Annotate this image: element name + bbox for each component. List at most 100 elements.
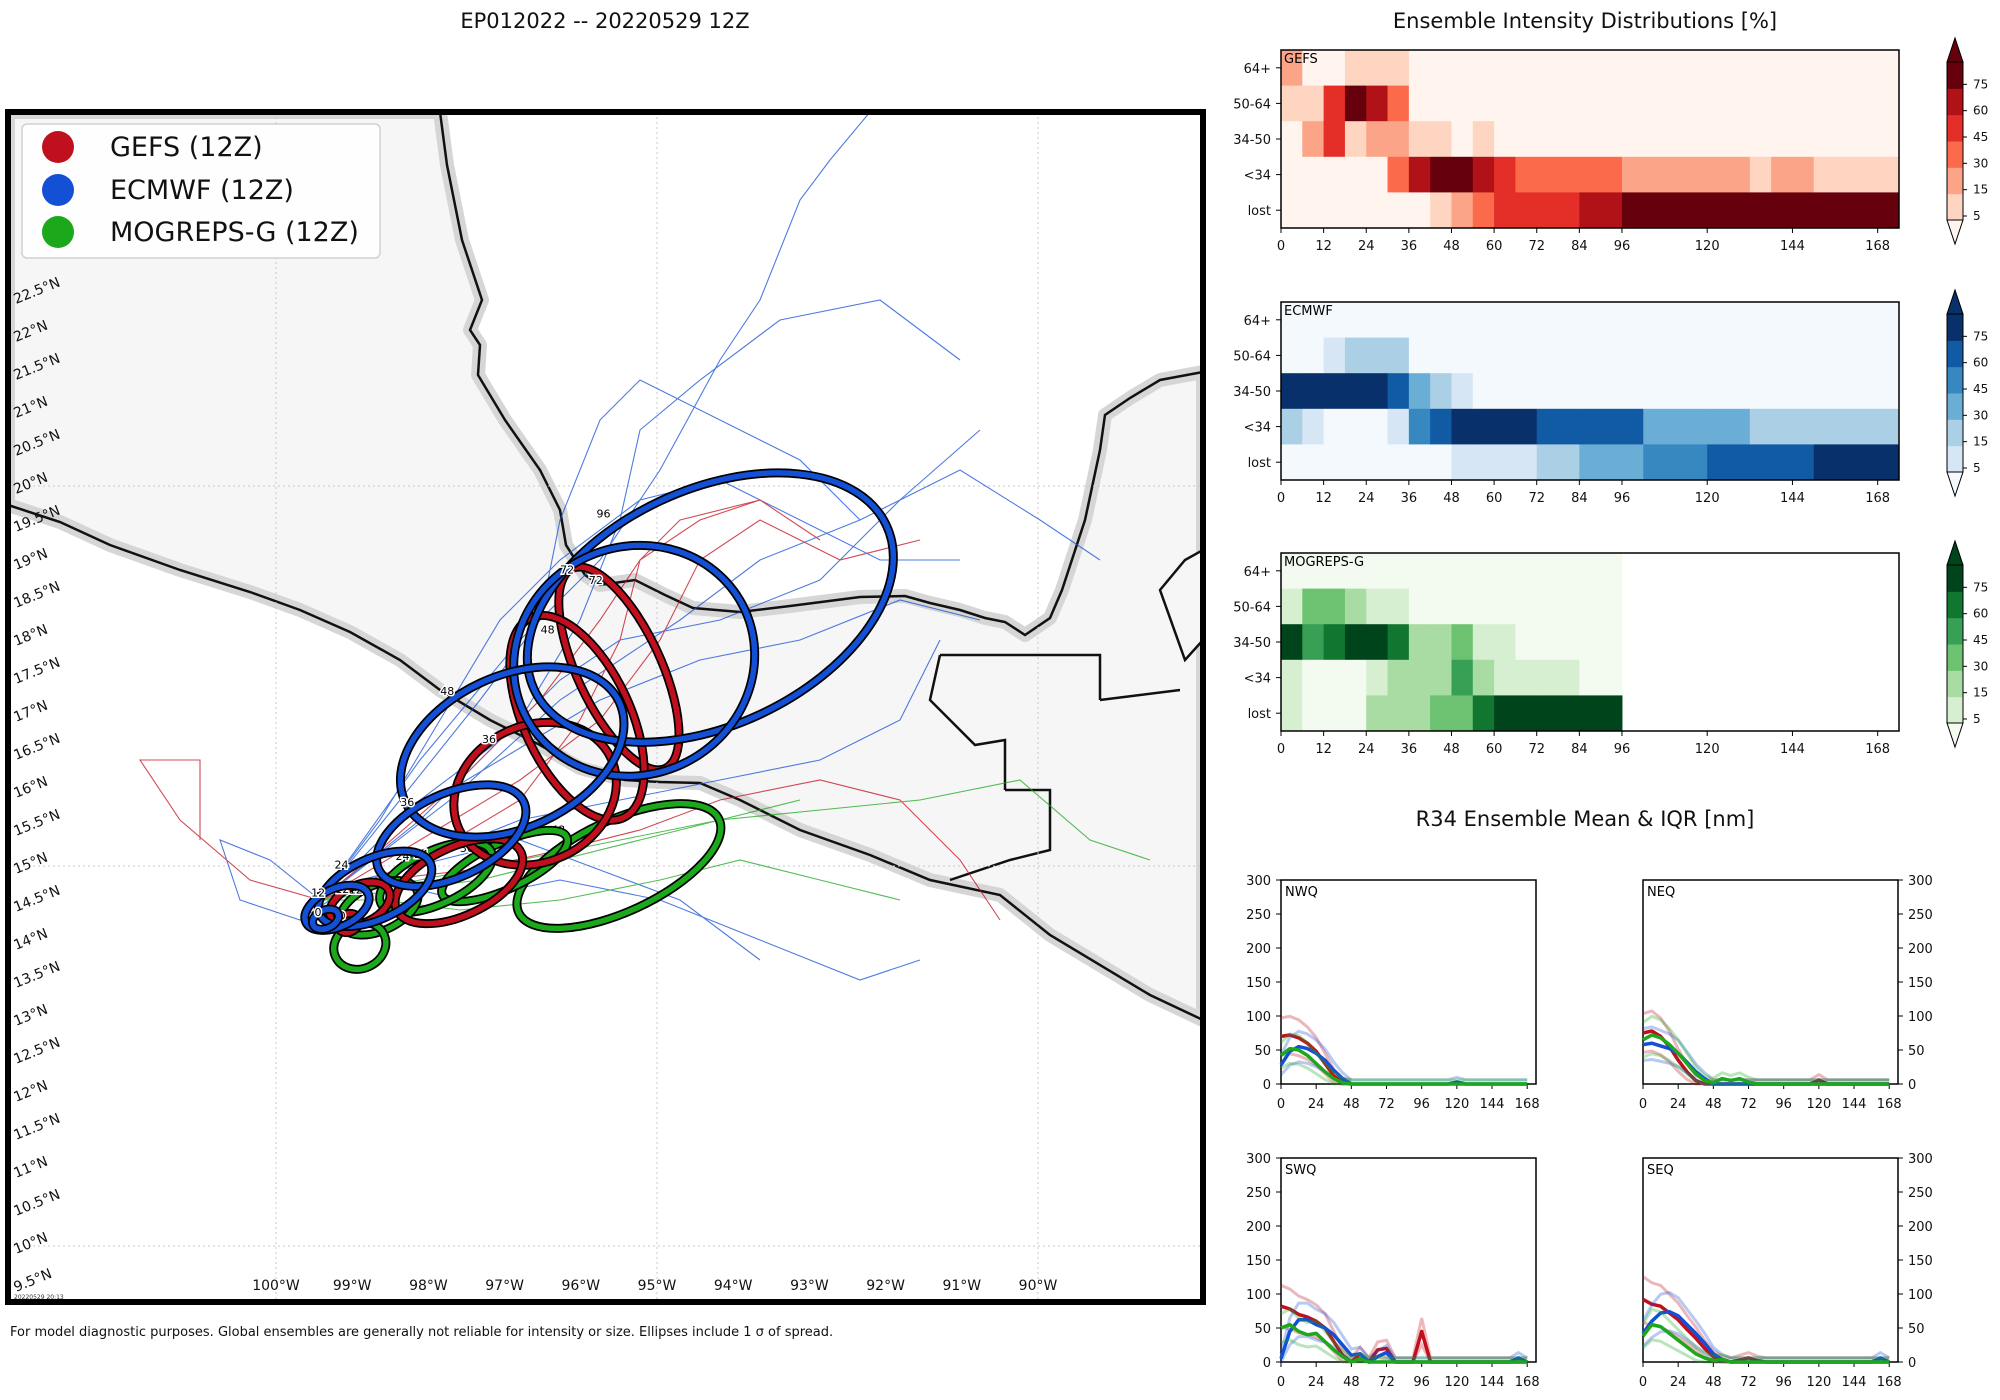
colorbar-frame xyxy=(1946,61,1964,221)
heatmap-row-label: <34 xyxy=(1244,421,1271,436)
r34-iqr-upper xyxy=(1280,1284,1528,1361)
colorbar-segment xyxy=(1947,88,1963,116)
r34-ytick-label: 150 xyxy=(1246,1254,1271,1269)
heatmap-cell xyxy=(1472,50,1495,87)
heatmap-cell xyxy=(1536,408,1580,445)
heatmap-cell xyxy=(1621,156,1751,193)
heatmap-cell xyxy=(1302,50,1325,87)
r34-quadrant-label: SWQ xyxy=(1285,1163,1316,1178)
r34-title: R34 Ensemble Mean & IQR [nm] xyxy=(1416,807,1755,831)
r34-xtick-label: 144 xyxy=(1842,1375,1867,1390)
heatmap-cell xyxy=(1281,553,1303,590)
heatmap-cell xyxy=(1643,444,1708,481)
r34-xtick-label: 0 xyxy=(1277,1097,1285,1112)
colorbar-segment xyxy=(1947,62,1963,89)
heatmap-cell xyxy=(1408,192,1431,229)
heatmap-cell xyxy=(1813,50,1900,87)
heatmap-cell xyxy=(1430,337,1452,374)
heatmap-cell xyxy=(1515,156,1580,193)
heatmap-xtick-label: 0 xyxy=(1277,491,1285,506)
heatmap-cell xyxy=(1494,156,1516,193)
heatmap-cell xyxy=(1366,624,1389,661)
colorbar-tick-label: 45 xyxy=(1973,130,1988,144)
lon-tick-label: 92°W xyxy=(866,1278,905,1294)
colorbar-tick-label: 30 xyxy=(1973,408,1988,422)
r34-xtick-label: 96 xyxy=(1413,1375,1430,1390)
heatmap-xtick-label: 60 xyxy=(1486,491,1503,506)
heatmap-cell xyxy=(1621,192,1751,229)
r34-xtick-label: 24 xyxy=(1308,1375,1325,1390)
colorbar-tick-label: 75 xyxy=(1973,580,1988,594)
ellipse-fill xyxy=(507,612,647,823)
ellipse-tau-label: 72 xyxy=(589,574,603,587)
heatmap-cell xyxy=(1579,121,1623,158)
heatmap-cell xyxy=(1749,302,1815,339)
heatmap-cell xyxy=(1472,624,1495,661)
heatmap-cell xyxy=(1451,121,1474,158)
heatmap-cell xyxy=(1408,121,1431,158)
colorbar-segment xyxy=(1947,314,1963,341)
heatmap-xtick-label: 0 xyxy=(1277,239,1285,254)
spread-ellipse: 72 xyxy=(509,540,760,781)
heatmap-xtick-label: 72 xyxy=(1528,491,1545,506)
r34-xtick-label: 144 xyxy=(1480,1097,1505,1112)
heatmap-cell xyxy=(1472,337,1538,374)
r34-xtick-label: 72 xyxy=(1378,1097,1395,1112)
r34-mean-line xyxy=(1642,1033,1890,1086)
ellipse-fill xyxy=(524,470,897,746)
heatmap-cell xyxy=(1366,588,1389,625)
heatmap-cell xyxy=(1281,121,1303,158)
heatmap-xtick-label: 120 xyxy=(1695,239,1720,254)
colorbar-segment xyxy=(1947,114,1963,142)
heatmap-cell xyxy=(1408,695,1431,732)
colorbar-segment xyxy=(1947,340,1963,368)
r34-iqr-upper xyxy=(1280,1307,1528,1360)
r34-plot-area xyxy=(1280,879,1537,1085)
r34-xtick-label: 96 xyxy=(1413,1097,1430,1112)
spread-ellipse: 0 xyxy=(308,904,344,934)
r34-xtick-label: 24 xyxy=(1670,1375,1687,1390)
heatmap-cell xyxy=(1281,624,1303,661)
r34-mean-line xyxy=(1279,1046,1528,1086)
r34-ytick-label: 300 xyxy=(1246,1152,1271,1167)
r34-ytick-label: 200 xyxy=(1908,942,1933,957)
r34-ytick-label: 0 xyxy=(1908,1356,1916,1371)
heatmap-cell xyxy=(1579,659,1623,696)
r34-iqr-lower xyxy=(1641,1338,1890,1364)
heatmap-row-label: 50-64 xyxy=(1233,97,1271,112)
ellipse-tau-label: 0 xyxy=(314,906,321,919)
r34-xtick-label: 96 xyxy=(1775,1097,1792,1112)
ellipse-tau-label: 24 xyxy=(335,858,349,871)
heatmap-cell xyxy=(1749,85,1772,122)
heatmap-cell xyxy=(1536,444,1580,481)
heatmap-cell xyxy=(1579,588,1623,625)
heatmap-xtick-label: 168 xyxy=(1865,239,1890,254)
heatmap-xtick-label: 60 xyxy=(1486,742,1503,757)
heatmap-cell xyxy=(1707,444,1751,481)
heatmap-cell xyxy=(1771,50,1815,87)
r34-ytick-label: 250 xyxy=(1246,1186,1271,1201)
heatmap-cell xyxy=(1536,695,1580,732)
heatmap-cell xyxy=(1408,553,1431,590)
heatmap-cell xyxy=(1536,373,1580,410)
heatmap-cell xyxy=(1451,50,1474,87)
colorbar-segment xyxy=(1947,193,1963,221)
colorbar-tick-label: 5 xyxy=(1973,209,1981,223)
heatmap-cell xyxy=(1579,373,1644,410)
r34-mean-line xyxy=(1642,1297,1890,1364)
heatmap-cell xyxy=(1472,553,1495,590)
colorbar-frame xyxy=(1946,313,1964,473)
heatmap-cell xyxy=(1579,302,1644,339)
heatmap-cell xyxy=(1408,408,1431,445)
heatmap-cell xyxy=(1579,624,1623,661)
heatmap-cell xyxy=(1643,373,1708,410)
r34-ytick-label: 300 xyxy=(1246,874,1271,889)
ellipse-tau-label: 72 xyxy=(560,564,574,577)
colorbar-tick-label: 5 xyxy=(1973,461,1981,475)
heatmap-ecmwf: ECMWF 64+ 50-64 34-50 <34 lost 0 12 24 36 48 60 72 84… xyxy=(1233,288,1988,506)
heatmap-row-label: 64+ xyxy=(1244,62,1271,77)
colorbar-tick-label: 60 xyxy=(1973,356,1988,370)
heatmap-cell xyxy=(1408,444,1431,481)
legend-label-ecmwf: ECMWF (12Z) xyxy=(110,175,294,206)
